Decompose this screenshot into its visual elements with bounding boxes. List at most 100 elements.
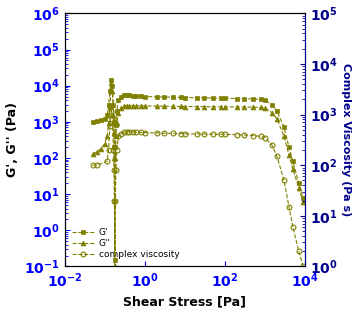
G'' <box>162 104 166 108</box>
complex viscosity <box>162 131 166 135</box>
Legend: G', G'', complex viscosity: G', G'', complex viscosity <box>69 225 182 262</box>
G' <box>291 160 295 163</box>
complex viscosity <box>115 148 119 152</box>
G'' <box>122 104 126 108</box>
complex viscosity <box>116 134 121 138</box>
complex viscosity <box>112 199 117 203</box>
G' <box>251 97 255 101</box>
G' <box>112 145 117 149</box>
G' <box>113 145 117 149</box>
G'' <box>291 167 295 171</box>
X-axis label: Shear Stress [Pa]: Shear Stress [Pa] <box>123 295 246 308</box>
G'' <box>102 142 107 145</box>
complex viscosity <box>282 179 286 182</box>
complex viscosity <box>108 124 112 128</box>
complex viscosity <box>114 168 118 172</box>
G'' <box>114 134 118 138</box>
G' <box>105 114 109 117</box>
G' <box>263 98 267 102</box>
complex viscosity <box>202 132 206 136</box>
G' <box>195 96 199 100</box>
G' <box>99 118 103 122</box>
complex viscosity <box>211 132 215 136</box>
G' <box>287 145 291 149</box>
G'' <box>143 104 147 108</box>
G' <box>127 94 131 97</box>
G'' <box>99 147 103 151</box>
complex viscosity <box>119 132 123 136</box>
complex viscosity <box>251 134 255 138</box>
G' <box>297 181 301 185</box>
complex viscosity <box>91 163 95 167</box>
G'' <box>110 89 115 93</box>
G'' <box>124 104 129 107</box>
Line: G'': G'' <box>90 80 306 269</box>
G'' <box>171 105 175 108</box>
complex viscosity <box>270 143 274 147</box>
G'' <box>251 105 255 109</box>
G'' <box>119 106 123 110</box>
complex viscosity <box>110 118 115 122</box>
G' <box>134 94 138 98</box>
complex viscosity <box>122 130 126 134</box>
G'' <box>275 117 279 121</box>
G'' <box>95 150 99 154</box>
G' <box>119 95 123 98</box>
G'' <box>127 104 131 107</box>
complex viscosity <box>287 205 291 209</box>
G' <box>131 94 135 98</box>
G' <box>155 95 159 99</box>
G' <box>162 95 166 99</box>
complex viscosity <box>113 199 117 203</box>
complex viscosity <box>263 136 267 139</box>
G'' <box>282 134 286 138</box>
complex viscosity <box>259 135 263 138</box>
G' <box>282 126 286 129</box>
G' <box>242 97 246 100</box>
G' <box>301 196 305 199</box>
G'' <box>259 106 263 109</box>
G' <box>139 94 143 98</box>
complex viscosity <box>112 168 116 172</box>
Line: complex viscosity: complex viscosity <box>90 108 306 314</box>
G'' <box>116 111 121 115</box>
complex viscosity <box>235 133 239 137</box>
complex viscosity <box>195 132 199 136</box>
G' <box>108 89 112 93</box>
G'' <box>115 122 119 125</box>
G' <box>235 97 239 100</box>
complex viscosity <box>127 130 131 133</box>
G' <box>259 97 263 101</box>
G' <box>114 123 118 127</box>
G' <box>109 78 113 82</box>
G' <box>124 93 129 97</box>
G' <box>91 120 95 124</box>
G'' <box>155 104 159 108</box>
complex viscosity <box>143 131 147 134</box>
G'' <box>270 111 274 115</box>
G' <box>275 109 279 113</box>
G' <box>211 96 215 100</box>
Line: G': G' <box>91 78 305 262</box>
G' <box>102 117 107 121</box>
complex viscosity <box>171 132 175 135</box>
complex viscosity <box>297 249 301 253</box>
G'' <box>108 106 112 109</box>
complex viscosity <box>301 264 305 268</box>
G' <box>115 109 119 113</box>
G'' <box>195 105 199 108</box>
G'' <box>109 81 113 85</box>
complex viscosity <box>219 133 223 136</box>
G'' <box>111 114 116 117</box>
Y-axis label: Complex Viscosity (Pa s): Complex Viscosity (Pa s) <box>341 63 351 217</box>
G' <box>110 84 115 88</box>
complex viscosity <box>111 148 116 152</box>
G' <box>183 96 187 100</box>
G'' <box>235 105 239 109</box>
G'' <box>131 104 135 107</box>
G'' <box>223 105 227 109</box>
G' <box>143 95 147 98</box>
complex viscosity <box>124 130 129 133</box>
G'' <box>263 106 267 110</box>
G'' <box>179 105 183 108</box>
